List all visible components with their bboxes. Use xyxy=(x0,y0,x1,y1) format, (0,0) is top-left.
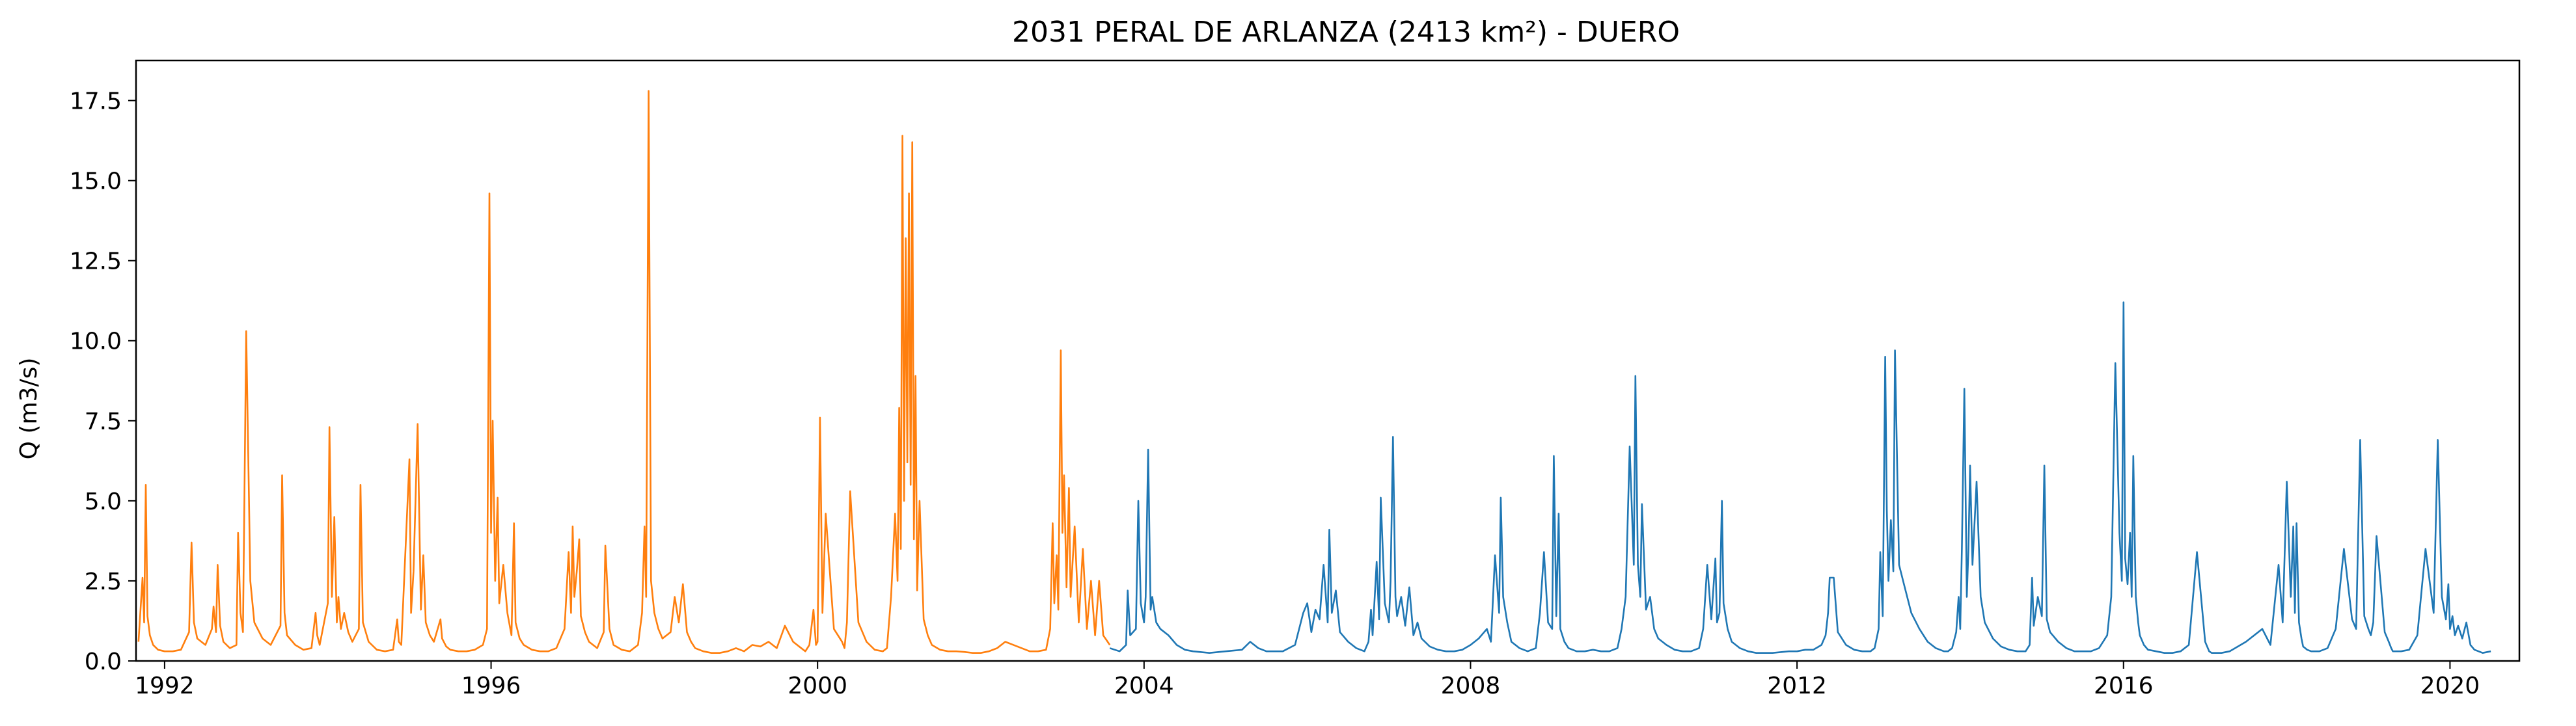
series-line-1 xyxy=(1109,301,2491,654)
y-axis: 0.0 2.5 5.0 7.5 10.0 12.5 15.0 17.5 xyxy=(70,88,136,675)
series-layer xyxy=(137,90,2491,654)
x-tick-label: 1992 xyxy=(135,673,195,699)
x-tick-label: 2004 xyxy=(1114,673,1174,699)
y-tick-label: 5.0 xyxy=(85,489,122,515)
x-tick-label: 2016 xyxy=(2094,673,2154,699)
y-axis-label: Q (m3/s) xyxy=(16,358,42,460)
y-tick-label: 7.5 xyxy=(85,409,122,435)
x-tick-label: 2020 xyxy=(2420,673,2480,699)
y-tick-label: 12.5 xyxy=(70,249,122,275)
x-tick-label: 2000 xyxy=(788,673,847,699)
y-tick-label: 2.5 xyxy=(85,569,122,595)
y-tick-label: 0.0 xyxy=(85,649,122,675)
x-tick-label: 2012 xyxy=(1767,673,1827,699)
y-tick-label: 10.0 xyxy=(70,329,122,355)
series-line-0 xyxy=(137,90,1111,654)
chart-title: 2031 PERAL DE ARLANZA (2413 km²) - DUERO xyxy=(1012,16,1680,49)
y-tick-label: 15.0 xyxy=(70,168,122,195)
plot-frame xyxy=(135,59,2521,662)
x-tick-label: 2008 xyxy=(1441,673,1501,699)
x-axis: 1992 1996 2000 2004 2008 2012 2016 2020 xyxy=(135,661,2480,699)
x-tick-label: 1996 xyxy=(461,673,521,699)
y-tick-label: 17.5 xyxy=(70,88,122,115)
